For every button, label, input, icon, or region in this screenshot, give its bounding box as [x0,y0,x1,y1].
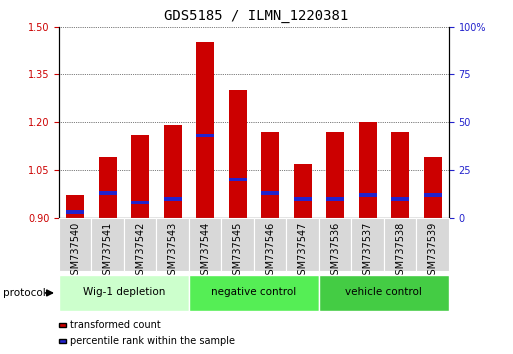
Text: GSM737543: GSM737543 [168,222,177,281]
Bar [391,132,409,218]
Text: GSM737541: GSM737541 [103,222,113,281]
FancyBboxPatch shape [351,218,384,271]
Bar [359,122,377,218]
Text: GSM737545: GSM737545 [233,222,243,281]
Bar [391,197,409,200]
Bar [196,42,214,218]
Text: Wig-1 depletion: Wig-1 depletion [83,287,165,297]
Text: protocol: protocol [3,288,45,298]
Text: GSM737538: GSM737538 [395,222,405,281]
FancyBboxPatch shape [254,218,286,271]
Text: percentile rank within the sample: percentile rank within the sample [70,336,235,346]
FancyBboxPatch shape [222,218,254,271]
FancyBboxPatch shape [59,275,189,311]
Bar [164,197,182,200]
FancyBboxPatch shape [124,218,156,271]
Bar [326,132,344,218]
Bar [131,135,149,218]
Bar [261,191,279,195]
FancyBboxPatch shape [156,218,189,271]
FancyBboxPatch shape [319,218,351,271]
Text: GSM737546: GSM737546 [265,222,275,281]
Text: vehicle control: vehicle control [345,287,422,297]
Text: GSM737536: GSM737536 [330,222,340,281]
Bar [424,157,442,218]
FancyBboxPatch shape [286,218,319,271]
FancyBboxPatch shape [189,218,222,271]
Text: transformed count: transformed count [70,320,161,330]
Text: GSM737537: GSM737537 [363,222,372,281]
Bar [66,210,84,214]
FancyBboxPatch shape [319,275,449,311]
Bar [261,132,279,218]
Bar [294,164,311,218]
Text: GSM737540: GSM737540 [70,222,80,281]
Text: negative control: negative control [211,287,297,297]
Bar [326,197,344,200]
Bar [229,178,247,181]
Bar [359,193,377,197]
FancyBboxPatch shape [189,275,319,311]
Bar [99,191,116,195]
Bar [294,197,311,200]
FancyBboxPatch shape [384,218,417,271]
Text: GSM737539: GSM737539 [428,222,438,281]
Text: GSM737544: GSM737544 [200,222,210,281]
Bar [424,193,442,197]
FancyBboxPatch shape [417,218,449,271]
Bar [99,157,116,218]
Text: GSM737547: GSM737547 [298,222,308,281]
FancyBboxPatch shape [59,218,91,271]
Bar [66,195,84,218]
Text: GSM737542: GSM737542 [135,222,145,281]
Bar [229,90,247,218]
FancyBboxPatch shape [91,218,124,271]
Bar [131,200,149,204]
Bar [196,133,214,137]
Text: GDS5185 / ILMN_1220381: GDS5185 / ILMN_1220381 [164,9,349,23]
Bar [164,125,182,218]
